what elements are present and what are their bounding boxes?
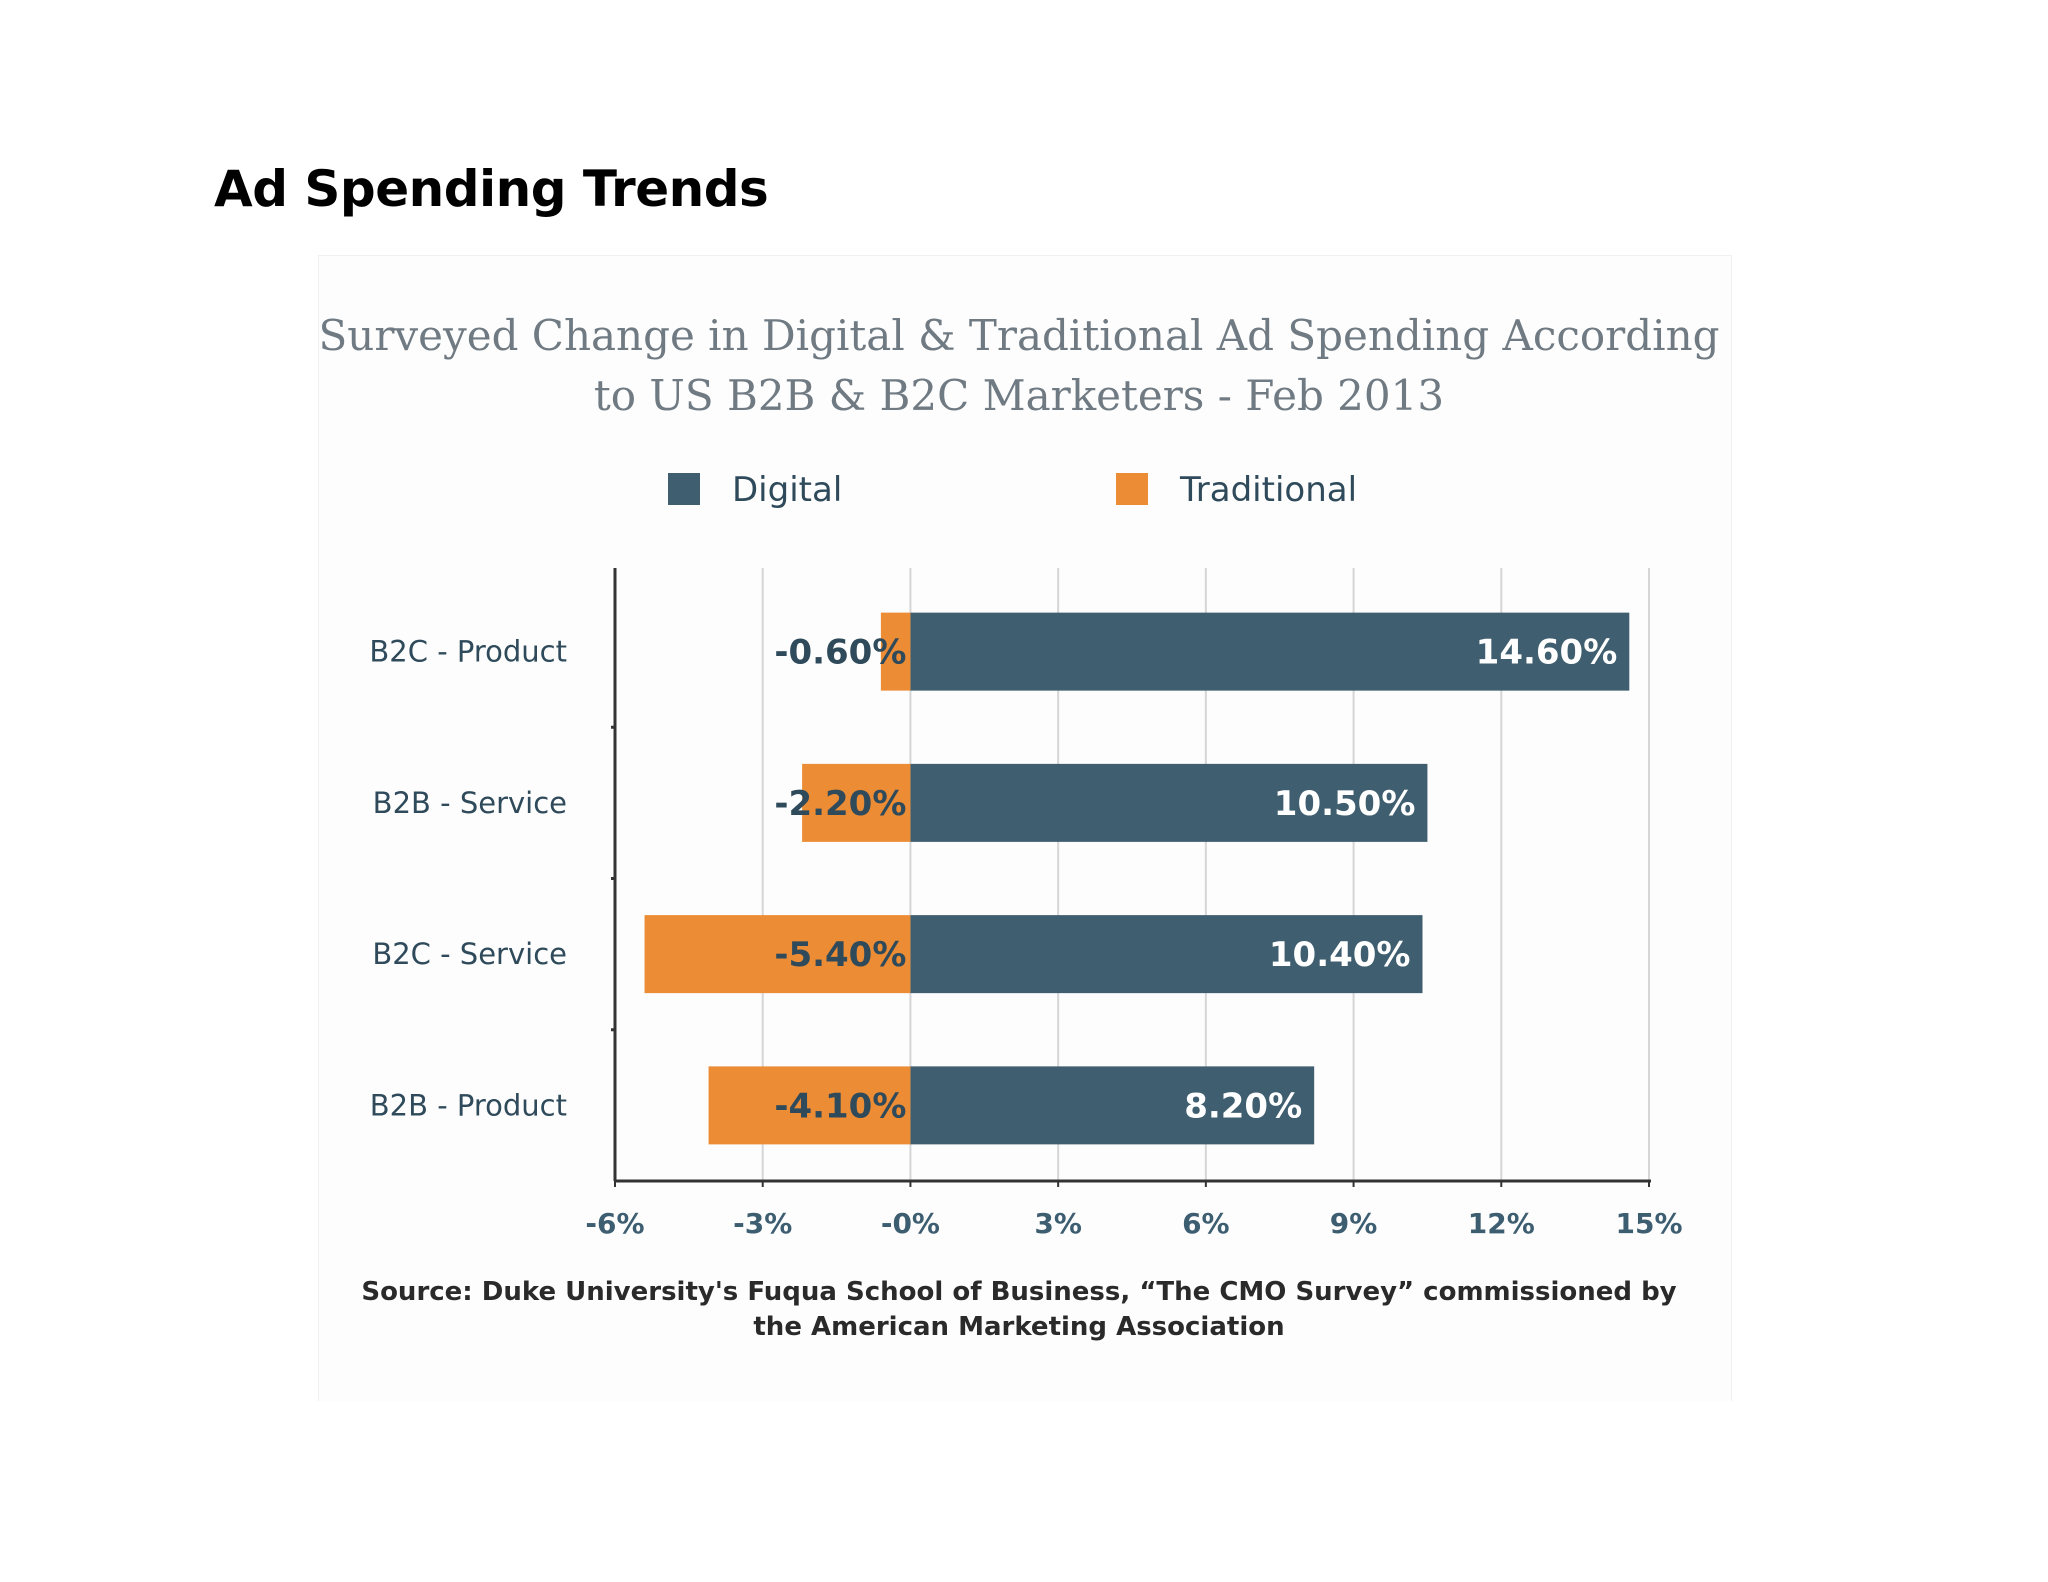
x-tick-labels: -6% -3% -0% 3% 6% 9% 12% 15%	[585, 1207, 1682, 1240]
x-tick-label: -3%	[733, 1207, 792, 1240]
page-title: Ad Spending Trends	[214, 160, 769, 218]
chart-panel: Surveyed Change in Digital & Traditional…	[318, 255, 1732, 1401]
x-tick-label: 12%	[1468, 1207, 1535, 1240]
x-tick-label: 9%	[1330, 1207, 1378, 1240]
source-line-2: the American Marketing Association	[753, 1312, 1284, 1342]
legend-swatch-traditional	[1116, 473, 1148, 505]
category-label: B2C - Service	[372, 937, 567, 971]
category-label: B2C - Product	[369, 635, 567, 669]
axes	[611, 568, 1651, 1187]
bar-traditional	[880, 612, 911, 691]
bar-traditional	[802, 763, 911, 842]
data-label-traditional: -5.40%	[774, 935, 906, 975]
data-label-digital: 10.50%	[1274, 784, 1416, 824]
data-label-traditional: -0.60%	[774, 633, 906, 673]
bars	[644, 612, 1630, 1145]
value-labels: 14.60% -0.60% 10.50% -2.20% 10.40% -5.40% 8.20…	[774, 633, 1617, 1127]
legend-label-traditional: Traditional	[1179, 470, 1357, 510]
x-tick-label: -0%	[881, 1207, 940, 1240]
bar-traditional	[708, 1066, 911, 1145]
chart-legend: Digital Traditional	[668, 470, 1357, 510]
category-label: B2B - Service	[373, 786, 567, 820]
chart-title: Surveyed Change in Digital & Traditional…	[319, 311, 1720, 420]
source-line-1: Source: Duke University's Fuqua School o…	[361, 1277, 1676, 1307]
bar-digital	[910, 1066, 1315, 1145]
chart-title-line-1: Surveyed Change in Digital & Traditional…	[319, 311, 1720, 360]
bar-digital	[910, 915, 1423, 994]
x-tick-label: 6%	[1182, 1207, 1230, 1240]
data-label-digital: 10.40%	[1269, 935, 1411, 975]
x-tick-label: -6%	[585, 1207, 644, 1240]
bar-chart: Surveyed Change in Digital & Traditional…	[319, 311, 1720, 1342]
data-label-traditional: -4.10%	[774, 1086, 906, 1126]
bar-traditional	[644, 915, 911, 994]
source-note: Source: Duke University's Fuqua School o…	[361, 1277, 1676, 1342]
legend-label-digital: Digital	[732, 470, 842, 510]
legend-swatch-digital	[668, 473, 700, 505]
data-label-traditional: -2.20%	[774, 784, 906, 824]
chart-title-line-2: to US B2B & B2C Marketers - Feb 2013	[594, 371, 1444, 420]
bar-digital	[910, 612, 1630, 691]
category-label: B2B - Product	[370, 1088, 567, 1122]
category-labels: B2C - Product B2B - Service B2C - Service B…	[369, 635, 567, 1123]
x-tick-label: 15%	[1615, 1207, 1682, 1240]
data-label-digital: 14.60%	[1476, 633, 1618, 673]
x-tick-label: 3%	[1034, 1207, 1082, 1240]
data-label-digital: 8.20%	[1184, 1086, 1302, 1126]
bar-digital	[910, 763, 1428, 842]
